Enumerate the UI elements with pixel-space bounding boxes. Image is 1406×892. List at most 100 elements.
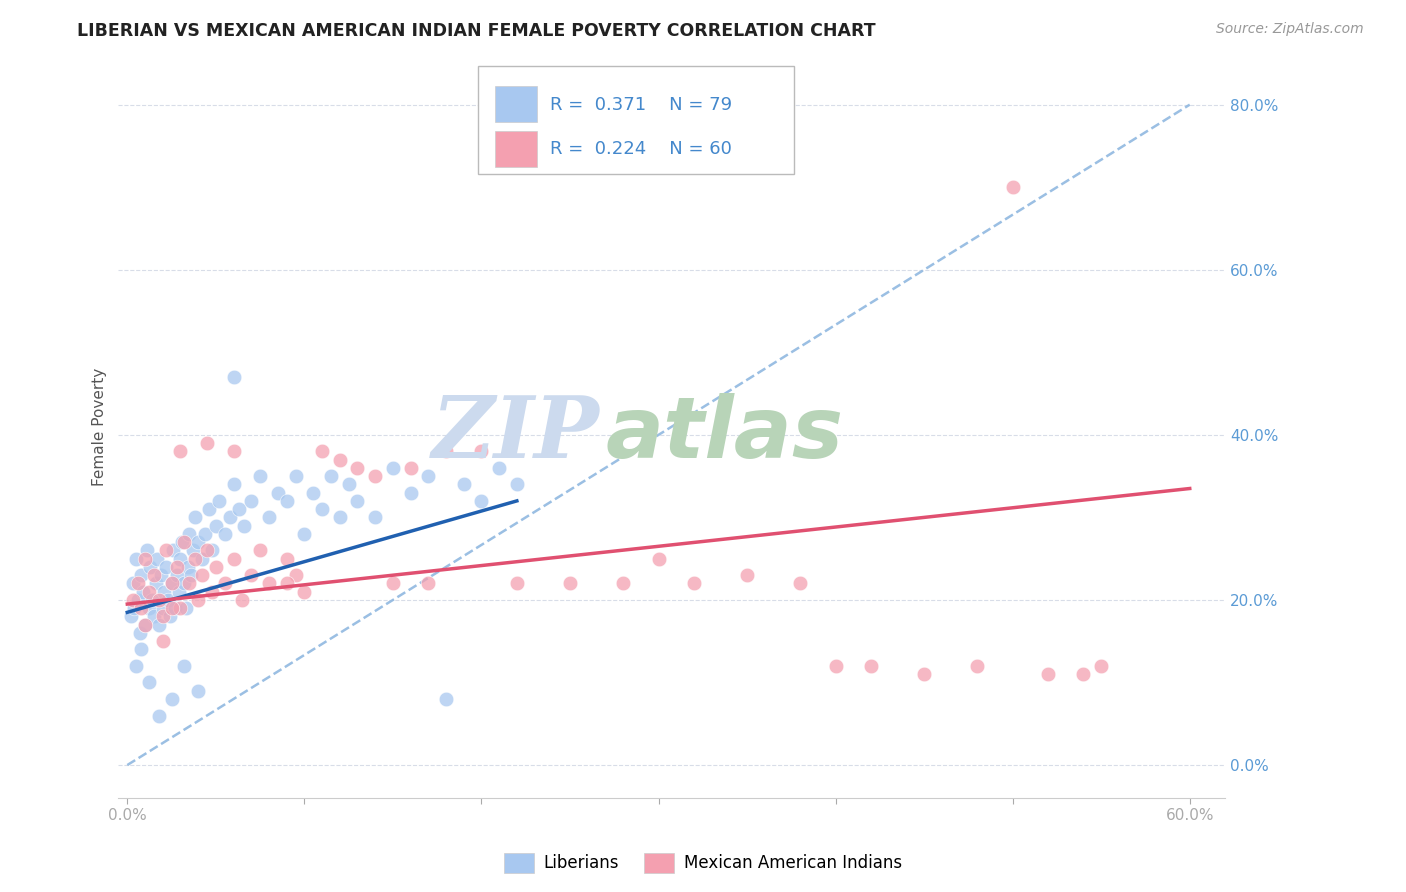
Point — [267, 485, 290, 500]
Point — [647, 551, 669, 566]
Point — [173, 535, 195, 549]
Point — [173, 576, 195, 591]
Point — [153, 584, 176, 599]
Point — [824, 659, 846, 673]
Point — [195, 436, 218, 450]
Point — [128, 626, 150, 640]
Point — [127, 576, 149, 591]
Point — [240, 494, 263, 508]
Point — [142, 609, 165, 624]
Point — [240, 568, 263, 582]
Point — [187, 683, 209, 698]
Point — [155, 560, 177, 574]
Point — [120, 609, 142, 624]
Point — [311, 502, 333, 516]
Point — [166, 568, 188, 582]
Point — [190, 551, 212, 566]
Point — [249, 543, 271, 558]
Point — [124, 601, 146, 615]
Point — [231, 593, 253, 607]
Point — [135, 543, 157, 558]
Point — [146, 551, 169, 566]
Point — [155, 543, 177, 558]
Point — [222, 370, 245, 384]
Point — [311, 444, 333, 458]
Point — [612, 576, 634, 591]
Point — [169, 444, 191, 458]
Point — [488, 461, 510, 475]
Point — [176, 560, 198, 574]
Text: R =  0.371    N = 79: R = 0.371 N = 79 — [550, 96, 733, 114]
Point — [131, 642, 153, 657]
Point — [160, 601, 183, 615]
Point — [162, 543, 184, 558]
Point — [214, 576, 236, 591]
Point — [201, 584, 224, 599]
Point — [337, 477, 360, 491]
Point — [506, 576, 529, 591]
Point — [364, 510, 387, 524]
Point — [138, 584, 160, 599]
Point — [183, 551, 205, 566]
Point — [125, 659, 148, 673]
Point — [134, 617, 156, 632]
Point — [859, 659, 882, 673]
Point — [233, 518, 256, 533]
Point — [152, 609, 174, 624]
Point — [134, 551, 156, 566]
Point — [470, 444, 492, 458]
Point — [558, 576, 581, 591]
Point — [284, 568, 307, 582]
Point — [172, 535, 194, 549]
Point — [292, 584, 315, 599]
Point — [160, 692, 183, 706]
Point — [148, 617, 170, 632]
Point — [179, 576, 201, 591]
Point — [418, 469, 440, 483]
Point — [284, 469, 307, 483]
Point — [302, 485, 325, 500]
Point — [399, 461, 422, 475]
Point — [190, 568, 212, 582]
Point — [201, 543, 224, 558]
Text: R =  0.224    N = 60: R = 0.224 N = 60 — [550, 141, 733, 159]
Point — [683, 576, 706, 591]
Point — [127, 593, 149, 607]
Point — [159, 609, 181, 624]
Point — [121, 576, 143, 591]
Point — [187, 593, 209, 607]
Point — [194, 527, 217, 541]
Point — [142, 568, 165, 582]
Point — [138, 601, 160, 615]
Point — [131, 568, 153, 582]
Point — [148, 708, 170, 723]
Point — [205, 518, 228, 533]
Point — [276, 494, 298, 508]
FancyBboxPatch shape — [478, 66, 793, 174]
Point — [169, 601, 191, 615]
Point — [160, 576, 183, 591]
Point — [195, 543, 218, 558]
Point — [276, 551, 298, 566]
Point — [912, 667, 935, 681]
Point — [131, 601, 153, 615]
Point — [228, 502, 250, 516]
Point — [346, 461, 368, 475]
Legend: Liberians, Mexican American Indians: Liberians, Mexican American Indians — [496, 847, 910, 880]
Point — [257, 576, 280, 591]
Point — [222, 444, 245, 458]
Point — [735, 568, 758, 582]
Point — [219, 510, 242, 524]
Point — [160, 576, 183, 591]
Point — [381, 461, 404, 475]
Y-axis label: Female Poverty: Female Poverty — [93, 368, 107, 486]
Point — [214, 527, 236, 541]
Point — [167, 584, 190, 599]
Point — [205, 560, 228, 574]
Point — [132, 584, 155, 599]
Point — [222, 477, 245, 491]
Point — [966, 659, 988, 673]
Text: Source: ZipAtlas.com: Source: ZipAtlas.com — [1216, 22, 1364, 37]
Point — [141, 593, 163, 607]
Point — [179, 527, 201, 541]
